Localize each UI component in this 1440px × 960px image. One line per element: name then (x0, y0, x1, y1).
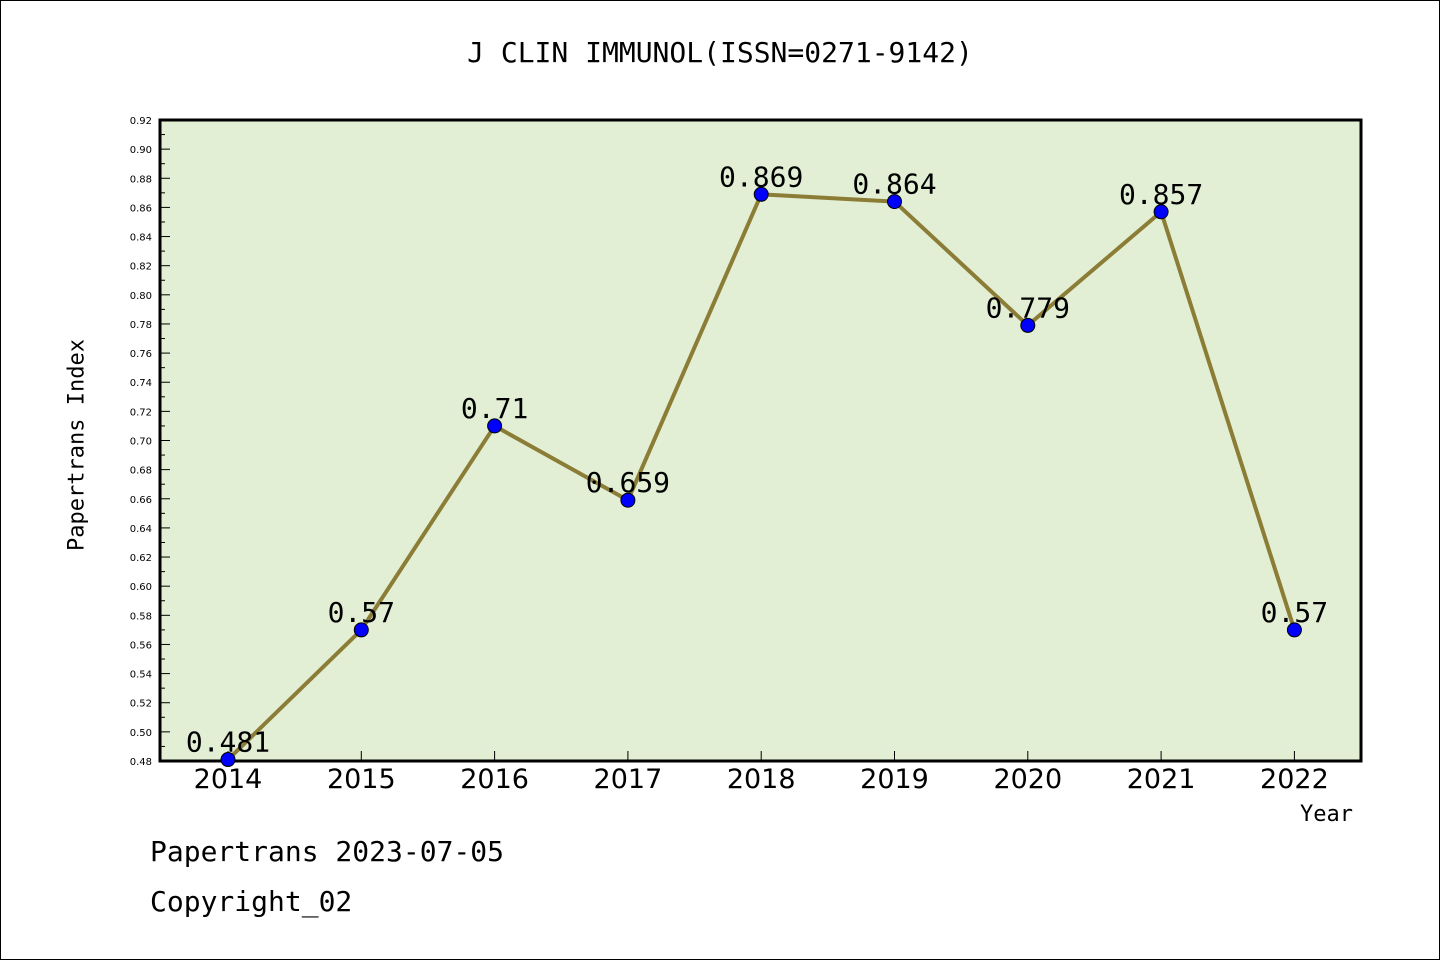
x-tick-label: 2022 (1260, 764, 1329, 795)
y-tick-label: 0.82 (130, 262, 152, 273)
data-label: 0.57 (328, 596, 395, 629)
data-point (353, 622, 369, 638)
data-label: 0.57 (1261, 596, 1328, 629)
data-label: 0.857 (1119, 178, 1203, 211)
data-label: 0.71 (461, 392, 528, 425)
data-label: 0.481 (186, 726, 270, 759)
x-tick-label: 2020 (993, 764, 1062, 795)
y-tick-label: 0.60 (130, 582, 152, 593)
y-tick-label: 0.54 (130, 670, 152, 681)
data-point (1286, 622, 1302, 638)
x-tick-label: 2019 (860, 764, 929, 795)
y-tick-label: 0.74 (130, 378, 152, 389)
y-tick-label: 0.50 (130, 728, 152, 739)
y-tick-label: 0.86 (130, 203, 152, 214)
y-tick-label: 0.72 (130, 407, 152, 418)
x-tick-label: 2017 (594, 764, 663, 795)
y-tick-label: 0.66 (130, 495, 152, 506)
y-tick-label: 0.56 (130, 640, 152, 651)
data-label: 0.779 (986, 291, 1070, 324)
data-point (1153, 204, 1169, 220)
data-point (753, 186, 769, 202)
y-tick-label: 0.88 (130, 174, 152, 185)
x-axis-title: Year (1300, 802, 1353, 827)
y-tick-label: 0.52 (130, 699, 152, 710)
y-tick-label: 0.68 (130, 466, 152, 477)
x-tick-label: 2021 (1127, 764, 1196, 795)
x-tick-label: 2016 (460, 764, 529, 795)
y-tick-label: 0.92 (130, 116, 152, 127)
y-tick-label: 0.70 (130, 437, 152, 448)
y-tick-label: 0.84 (130, 233, 152, 244)
data-point (1020, 317, 1036, 333)
data-label: 0.659 (586, 466, 670, 499)
y-tick-label: 0.64 (130, 524, 152, 535)
y-tick-label: 0.80 (130, 291, 152, 302)
data-point (487, 418, 503, 434)
data-label: 0.869 (719, 160, 803, 193)
y-tick-label: 0.62 (130, 553, 152, 564)
y-tick-label: 0.90 (130, 145, 152, 156)
y-tick-label: 0.48 (130, 757, 152, 768)
chart-title: J CLIN IMMUNOL(ISSN=0271-9142) (467, 36, 973, 69)
y-tick-label: 0.58 (130, 611, 152, 622)
data-point (620, 492, 636, 508)
x-tick-label: 2014 (194, 764, 263, 795)
y-tick-label: 0.76 (130, 349, 152, 360)
y-tick-label: 0.78 (130, 320, 152, 331)
footer-copyright: Copyright_02 (150, 885, 353, 918)
x-tick-label: 2015 (327, 764, 396, 795)
x-tick-label: 2018 (727, 764, 796, 795)
footer-date: Papertrans 2023-07-05 (150, 835, 505, 868)
data-point (887, 194, 902, 210)
plot-area (158, 118, 1363, 763)
data-label: 0.864 (852, 168, 936, 201)
data-point (220, 752, 236, 768)
